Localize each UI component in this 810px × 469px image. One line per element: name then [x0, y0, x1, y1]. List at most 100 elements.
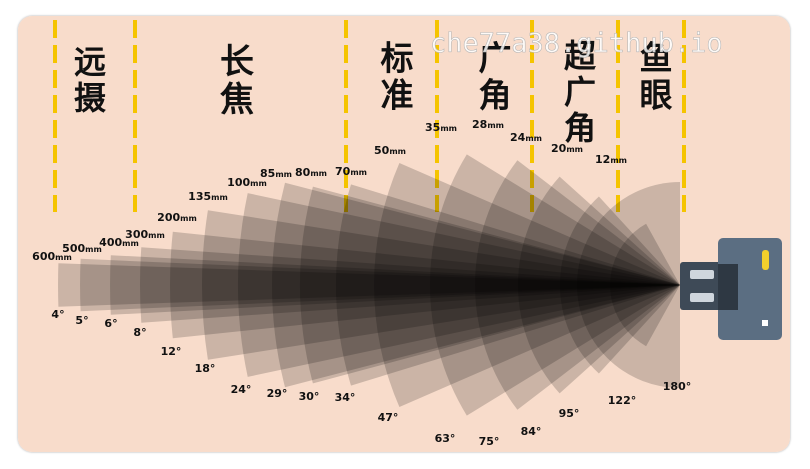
focal-value: 80 — [295, 166, 311, 179]
focal-label-70: 70mm — [335, 165, 367, 178]
category-char: 角 — [564, 109, 596, 147]
category-char: 远 — [74, 43, 106, 81]
camera-status-light — [762, 320, 768, 326]
category-label-wide: 广角 — [479, 39, 512, 115]
focal-value: 100 — [227, 176, 250, 189]
fov-wedge-47 — [374, 163, 680, 407]
category-label-ultra-wide: 超广角 — [564, 37, 597, 147]
focal-label-12: 12mm — [595, 153, 627, 166]
category-label-standard: 标准 — [381, 39, 414, 115]
angle-labels: 4° 5° 6° 8° 12° 18° 24° 29° 30° 34° 47° 63° 75° 84° 95… — [51, 308, 691, 448]
fov-wedge-75 — [475, 160, 680, 410]
focal-unit: mm — [525, 134, 542, 143]
angle-label-6: 6° — [104, 317, 117, 330]
focal-label-200: 200mm — [157, 211, 197, 224]
angle-label-180: 180° — [663, 380, 691, 393]
category-char: 准 — [381, 76, 414, 115]
focal-value: 12 — [595, 153, 610, 166]
fov-wedge-24 — [238, 193, 681, 377]
angle-label-5: 5° — [75, 314, 88, 327]
focal-label-300: 300mm — [125, 228, 165, 241]
category-char: 广 — [479, 39, 512, 78]
angle-label-47: 47° — [378, 411, 399, 424]
focal-value: 500 — [62, 242, 85, 255]
focal-label-50: 50mm — [374, 144, 406, 157]
focal-label-24: 24mm — [510, 131, 542, 144]
fov-wedge-34 — [335, 184, 680, 386]
angle-label-95: 95° — [559, 407, 580, 420]
focal-value: 35 — [425, 121, 440, 134]
fov-wedge-84 — [517, 176, 680, 394]
focal-unit: mm — [350, 168, 367, 177]
camera-lens-barrel — [680, 262, 722, 310]
category-char: 鱼 — [640, 39, 673, 78]
fov-wedges — [58, 154, 681, 416]
focal-unit: mm — [55, 253, 72, 262]
category-char: 焦 — [220, 80, 254, 120]
angle-label-75: 75° — [479, 435, 500, 448]
camera-lens-ring — [690, 293, 714, 302]
angle-label-12: 12° — [161, 345, 182, 358]
angle-label-24: 24° — [231, 383, 252, 396]
category-char: 标 — [381, 39, 414, 78]
focal-unit: mm — [122, 239, 139, 248]
fov-wedge-29 — [271, 182, 680, 388]
focal-unit: mm — [487, 121, 504, 130]
category-char: 角 — [479, 76, 512, 115]
focal-unit: mm — [211, 193, 228, 202]
category-char: 超 — [564, 37, 597, 75]
category-char: 长 — [220, 42, 254, 82]
camera-lens-ring — [690, 270, 714, 279]
fov-wedge-95 — [559, 196, 680, 374]
focal-value: 50 — [374, 144, 390, 157]
category-label-fisheye: 鱼眼 — [640, 39, 673, 115]
focal-unit: mm — [275, 170, 292, 179]
fov-wedge-122 — [610, 223, 680, 347]
angle-label-84: 84° — [521, 425, 542, 438]
camera-shutter-indicator — [762, 250, 769, 270]
focal-value: 400 — [99, 236, 122, 249]
focal-label-100: 100mm — [227, 176, 267, 189]
angle-label-29: 29° — [267, 387, 288, 400]
fov-wedge-5 — [80, 258, 681, 312]
fov-wedge-8 — [139, 247, 680, 323]
focal-unit: mm — [148, 231, 165, 240]
angle-label-30: 30° — [299, 390, 320, 403]
category-char: 广 — [564, 73, 596, 111]
category-char: 摄 — [74, 79, 106, 117]
fov-wedge-30 — [299, 186, 680, 384]
fov-wedge-18 — [202, 210, 680, 360]
focal-unit: mm — [85, 245, 102, 254]
angle-label-8: 8° — [133, 326, 146, 339]
category-label-super-telephoto: 远摄 — [74, 43, 106, 117]
focal-label-28: 28mm — [472, 118, 504, 131]
angle-label-18: 18° — [195, 362, 216, 375]
focal-unit: mm — [440, 124, 457, 133]
focal-value: 300 — [125, 228, 148, 241]
focal-value: 135 — [188, 190, 211, 203]
category-dividers — [53, 20, 686, 212]
focal-value: 70 — [335, 165, 351, 178]
focal-label-35: 35mm — [425, 121, 457, 134]
fov-wedge-6 — [110, 255, 681, 315]
focal-label-500: 500mm — [62, 242, 102, 255]
fov-wedge-180 — [577, 182, 680, 388]
focal-value: 20 — [551, 142, 567, 155]
fov-wedge-12 — [170, 231, 681, 339]
focal-value: 28 — [472, 118, 487, 131]
focal-label-400: 400mm — [99, 236, 139, 249]
category-char: 眼 — [640, 76, 673, 115]
angle-label-4: 4° — [51, 308, 64, 321]
camera-mount-plate — [718, 264, 738, 310]
focal-unit: mm — [389, 147, 406, 156]
fov-wedge-4 — [58, 263, 681, 307]
focal-unit: mm — [610, 156, 627, 165]
focal-value: 85 — [260, 167, 275, 180]
angle-label-63: 63° — [435, 432, 456, 445]
focal-label-135: 135mm — [188, 190, 228, 203]
focal-value: 24 — [510, 131, 526, 144]
angle-label-34: 34° — [335, 391, 356, 404]
